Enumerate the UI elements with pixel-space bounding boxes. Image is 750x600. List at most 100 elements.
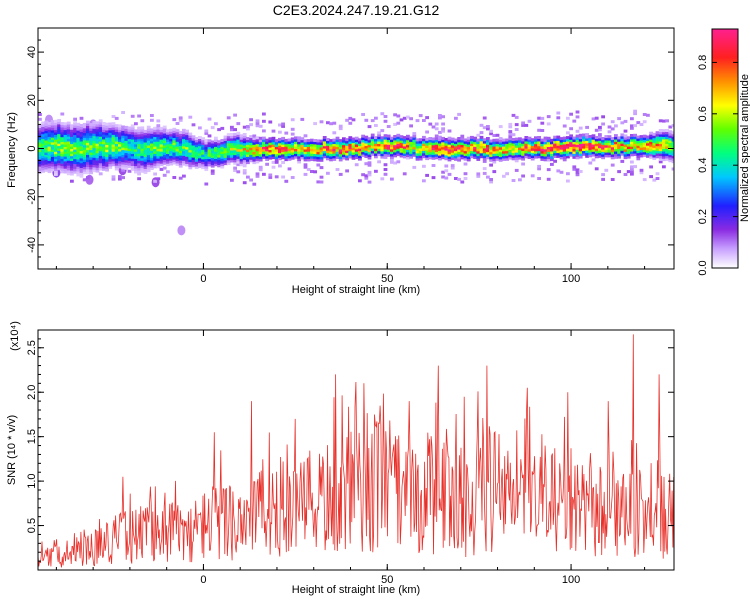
spectrogram-cell bbox=[639, 139, 644, 143]
spectrogram-cell bbox=[98, 136, 103, 140]
spectrogram-cell bbox=[306, 168, 311, 172]
spectrogram-cell bbox=[76, 154, 81, 158]
spectrogram-cell bbox=[191, 159, 196, 163]
spectrogram-cell bbox=[98, 162, 103, 166]
spectrogram-cell bbox=[210, 169, 215, 173]
spectrogram-cell bbox=[591, 148, 596, 152]
spectrogram-cell bbox=[162, 130, 167, 134]
colorbar-tick-label: 0.8 bbox=[697, 55, 709, 70]
spectrogram-cell bbox=[559, 139, 564, 143]
spectrogram-cell bbox=[207, 134, 212, 138]
spectrogram-cell bbox=[642, 113, 647, 117]
spectrogram-cell bbox=[300, 144, 305, 148]
spectrogram-cell bbox=[393, 122, 397, 126]
spectrogram-cell bbox=[502, 153, 506, 157]
spectrogram-cell bbox=[194, 158, 199, 162]
spectrogram-cell bbox=[166, 146, 170, 150]
spectrogram-cell bbox=[66, 143, 71, 147]
spectrogram-cell bbox=[636, 157, 641, 161]
spectrogram-cell bbox=[562, 158, 567, 162]
spectrogram-cell bbox=[646, 150, 650, 154]
spectrogram-cell bbox=[146, 166, 151, 170]
spectrogram-cell bbox=[476, 150, 481, 154]
spectrogram-cell bbox=[210, 152, 215, 156]
spectrogram-cell bbox=[118, 143, 122, 147]
spectrogram-cell bbox=[598, 137, 602, 141]
spectrogram-cell bbox=[470, 135, 474, 139]
spectrogram-cell bbox=[281, 146, 285, 150]
spectrogram-cell bbox=[278, 137, 282, 141]
spectrogram-cell bbox=[137, 126, 141, 130]
spectrogram-cell bbox=[466, 151, 471, 155]
spectrogram-cell bbox=[281, 141, 285, 145]
spectrogram-cell bbox=[486, 151, 490, 155]
spectrogram-cell bbox=[130, 167, 135, 171]
spectrogram-cell bbox=[50, 151, 55, 155]
spectrogram-cell bbox=[441, 141, 445, 145]
spectrogram-cell bbox=[188, 132, 193, 136]
spectrogram-cell bbox=[172, 135, 177, 139]
spectrogram-cell bbox=[553, 155, 557, 159]
spectrogram-cell bbox=[281, 153, 285, 157]
spectrogram-cell bbox=[204, 153, 209, 157]
spectrogram-cell bbox=[271, 144, 276, 148]
spectrogram-cell bbox=[383, 115, 388, 119]
spectrogram-cell bbox=[415, 155, 420, 159]
spectrogram-cell bbox=[514, 168, 519, 172]
spectrogram-cell bbox=[38, 139, 42, 143]
spectrogram-cell bbox=[358, 143, 362, 147]
spectrogram-cell bbox=[578, 150, 583, 154]
spectrogram-cell bbox=[575, 146, 580, 150]
spectrogram-cell bbox=[198, 145, 202, 149]
spectrogram-cell bbox=[310, 141, 314, 145]
spectrogram-cell bbox=[92, 159, 97, 163]
spectrogram-cell bbox=[473, 141, 477, 145]
spectrogram-cell bbox=[338, 158, 343, 162]
spectrogram-cell bbox=[162, 161, 167, 165]
spectrogram-cell bbox=[319, 166, 324, 170]
spectrogram-cell bbox=[233, 137, 237, 141]
spectrogram-cell bbox=[207, 163, 212, 167]
spectrogram-cell bbox=[438, 138, 442, 142]
spectrogram-cell bbox=[79, 155, 84, 159]
spectrogram-cell bbox=[370, 140, 375, 144]
spectrogram-cell bbox=[220, 139, 225, 143]
spectrogram-cell bbox=[137, 153, 141, 157]
spectrogram-cell bbox=[44, 168, 49, 172]
spectrogram-cell bbox=[166, 139, 170, 143]
spectrogram-cell bbox=[284, 148, 289, 152]
spectrogram-cell bbox=[150, 128, 154, 132]
spectrogram-cell bbox=[338, 153, 343, 157]
spectrogram-cell bbox=[102, 146, 106, 150]
spectrogram-cell bbox=[70, 158, 74, 162]
spectrogram-cell bbox=[226, 154, 231, 158]
spectrogram-cell bbox=[268, 137, 273, 141]
spectrogram-cell bbox=[585, 135, 589, 139]
spectrogram-cell bbox=[204, 151, 209, 155]
spectrogram-cell bbox=[265, 148, 269, 152]
spectrogram-cell bbox=[63, 136, 68, 140]
spectrogram-cell bbox=[134, 151, 138, 155]
spectrogram-cell bbox=[47, 143, 52, 147]
spectrogram-cell bbox=[521, 152, 525, 156]
spectrogram-cell bbox=[489, 141, 493, 145]
spectrogram-cell bbox=[658, 119, 663, 123]
spectrogram-cell bbox=[92, 125, 97, 129]
spectrogram-cell bbox=[214, 163, 218, 167]
spectrogram-cell bbox=[98, 121, 103, 125]
spectrogram-cell bbox=[415, 152, 420, 156]
spectrogram-cell bbox=[287, 145, 292, 149]
spectrogram-cell bbox=[188, 115, 193, 119]
spectrogram-cell bbox=[310, 145, 314, 149]
spectrogram-cell bbox=[143, 166, 148, 170]
spectrogram-cell bbox=[284, 138, 289, 142]
spectrogram-cell bbox=[482, 143, 487, 147]
spectrogram-cell bbox=[92, 164, 97, 168]
spectrogram-cell bbox=[393, 149, 397, 153]
spectrogram-cell bbox=[572, 141, 577, 145]
spectrogram-cell bbox=[598, 133, 602, 137]
spectrogram-cell bbox=[169, 150, 173, 154]
spectrogram-cell bbox=[482, 150, 487, 154]
spectrogram-cell bbox=[390, 143, 394, 147]
spectrogram-cell bbox=[86, 176, 90, 180]
